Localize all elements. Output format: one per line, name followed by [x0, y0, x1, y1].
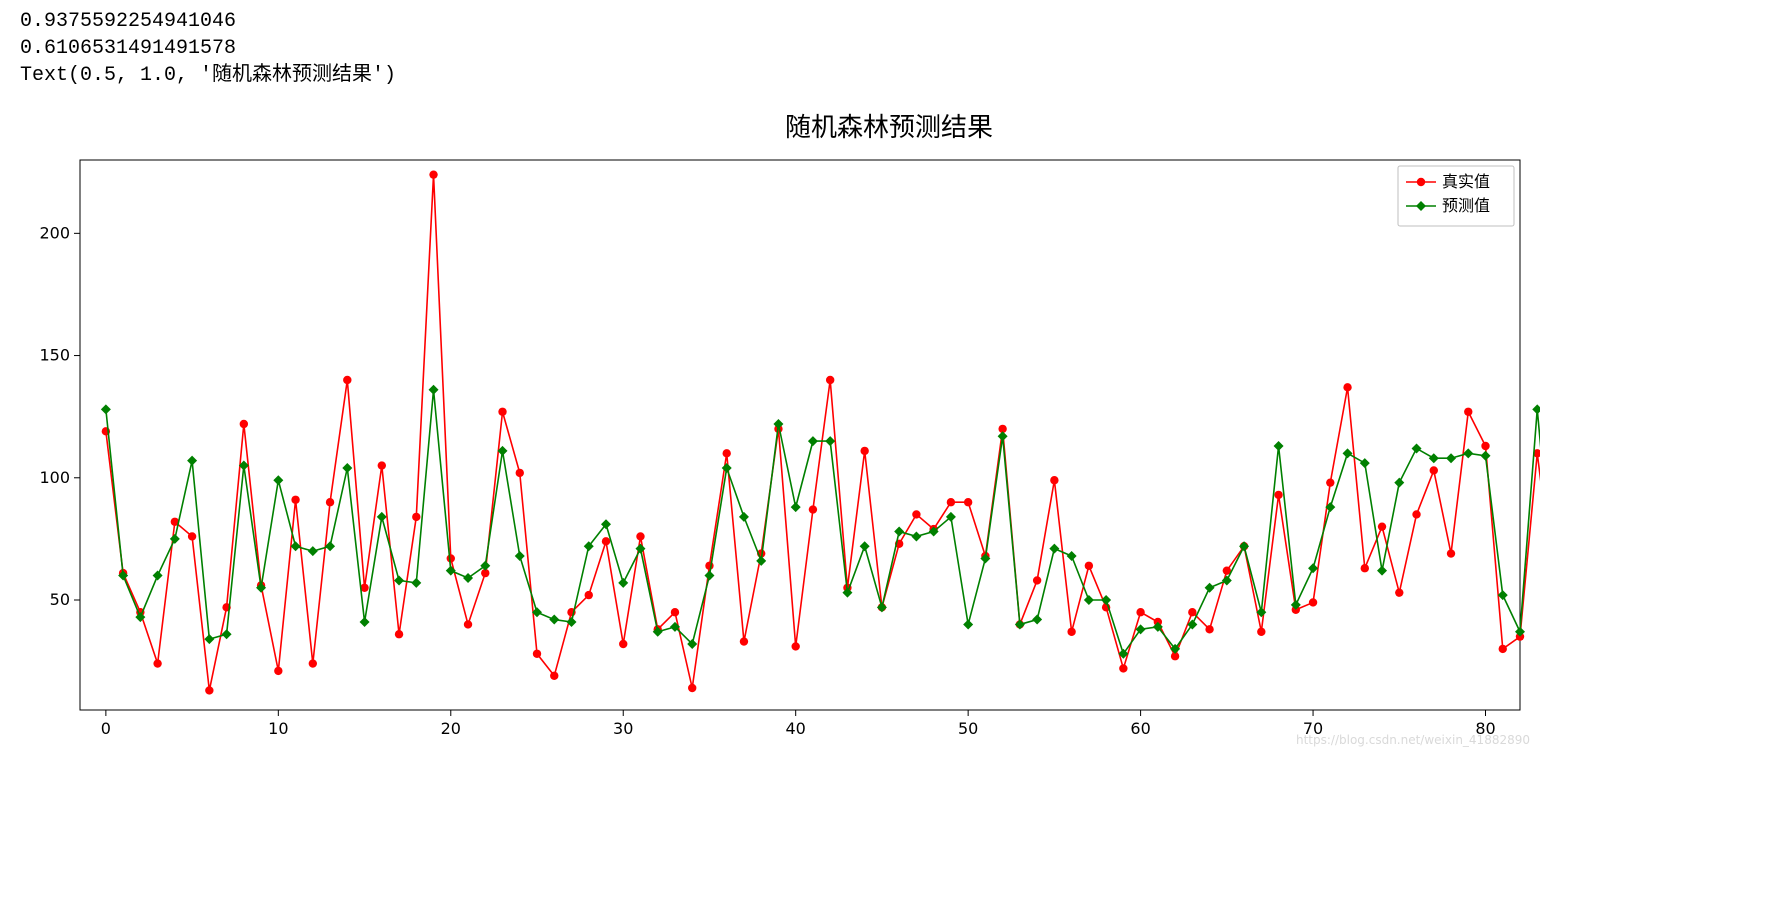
x-tick-label: 20: [441, 719, 461, 738]
series-marker: [912, 510, 920, 518]
legend-marker: [1417, 178, 1425, 186]
legend: 真实值预测值: [1398, 166, 1514, 226]
series-marker: [740, 637, 748, 645]
series-marker: [1274, 491, 1282, 499]
series-marker: [1119, 664, 1127, 672]
series-marker: [964, 498, 972, 506]
series-marker: [860, 447, 868, 455]
series-marker: [498, 408, 506, 416]
series-marker: [1188, 608, 1196, 616]
series-marker: [619, 640, 627, 648]
legend-label: 预测值: [1442, 196, 1490, 215]
x-tick-label: 10: [268, 719, 288, 738]
series-marker: [1257, 628, 1265, 636]
series-marker: [791, 642, 799, 650]
series-marker: [1050, 476, 1058, 484]
y-tick-label: 150: [39, 346, 70, 365]
series-marker: [688, 684, 696, 692]
series-marker: [291, 496, 299, 504]
watermark: https://blog.csdn.net/weixin_41882890: [1296, 733, 1530, 747]
series-marker: [585, 591, 593, 599]
y-tick-label: 100: [39, 468, 70, 487]
series-marker: [809, 505, 817, 513]
x-tick-label: 60: [1130, 719, 1150, 738]
y-tick-label: 200: [39, 223, 70, 242]
series-marker: [1326, 478, 1334, 486]
series-marker: [1499, 645, 1507, 653]
series-marker: [826, 376, 834, 384]
plot-area: [80, 160, 1520, 710]
series-marker: [1532, 404, 1540, 414]
series-marker: [947, 498, 955, 506]
x-tick-label: 30: [613, 719, 633, 738]
series-marker: [1136, 608, 1144, 616]
series-marker: [1205, 625, 1213, 633]
series-marker: [309, 659, 317, 667]
x-tick-label: 40: [786, 719, 806, 738]
series-marker: [1481, 442, 1489, 450]
series-marker: [1395, 588, 1403, 596]
series-marker: [429, 170, 437, 178]
series-marker: [1085, 562, 1093, 570]
chart-figure: 随机森林预测结果 5010015020001020304050607080真实值…: [20, 107, 1758, 750]
console-output-1: 0.9375592254941046: [20, 8, 1758, 35]
series-marker: [550, 672, 558, 680]
console-output-3: Text(0.5, 1.0, '随机森林预测结果'): [20, 62, 1758, 89]
series-marker: [412, 513, 420, 521]
chart-title: 随机森林预测结果: [20, 107, 1758, 144]
series-marker: [205, 686, 213, 694]
series-marker: [1464, 408, 1472, 416]
series-marker: [395, 630, 403, 638]
x-tick-label: 50: [958, 719, 978, 738]
series-marker: [326, 498, 334, 506]
series-marker: [533, 650, 541, 658]
series-marker: [723, 449, 731, 457]
series-marker: [671, 608, 679, 616]
series-marker: [1430, 466, 1438, 474]
series-marker: [705, 562, 713, 570]
chart-canvas: 5010015020001020304050607080真实值预测值https:…: [20, 150, 1540, 750]
series-marker: [343, 376, 351, 384]
series-marker: [636, 532, 644, 540]
series-marker: [188, 532, 196, 540]
series-marker: [464, 620, 472, 628]
series-marker: [1447, 549, 1455, 557]
series-marker: [516, 469, 524, 477]
y-tick-label: 50: [50, 590, 70, 609]
series-marker: [1378, 522, 1386, 530]
series-marker: [447, 554, 455, 562]
series-marker: [240, 420, 248, 428]
console-output-2: 0.6106531491491578: [20, 35, 1758, 62]
series-marker: [153, 659, 161, 667]
series-marker: [274, 667, 282, 675]
page-root: 0.9375592254941046 0.6106531491491578 Te…: [0, 0, 1778, 770]
series-marker: [1343, 383, 1351, 391]
series-marker: [602, 537, 610, 545]
legend-label: 真实值: [1442, 172, 1490, 191]
series-marker: [1412, 510, 1420, 518]
series-marker: [1361, 564, 1369, 572]
x-tick-label: 0: [101, 719, 111, 738]
series-marker: [1067, 628, 1075, 636]
series-marker: [1033, 576, 1041, 584]
series-marker: [378, 461, 386, 469]
series-marker: [1309, 598, 1317, 606]
